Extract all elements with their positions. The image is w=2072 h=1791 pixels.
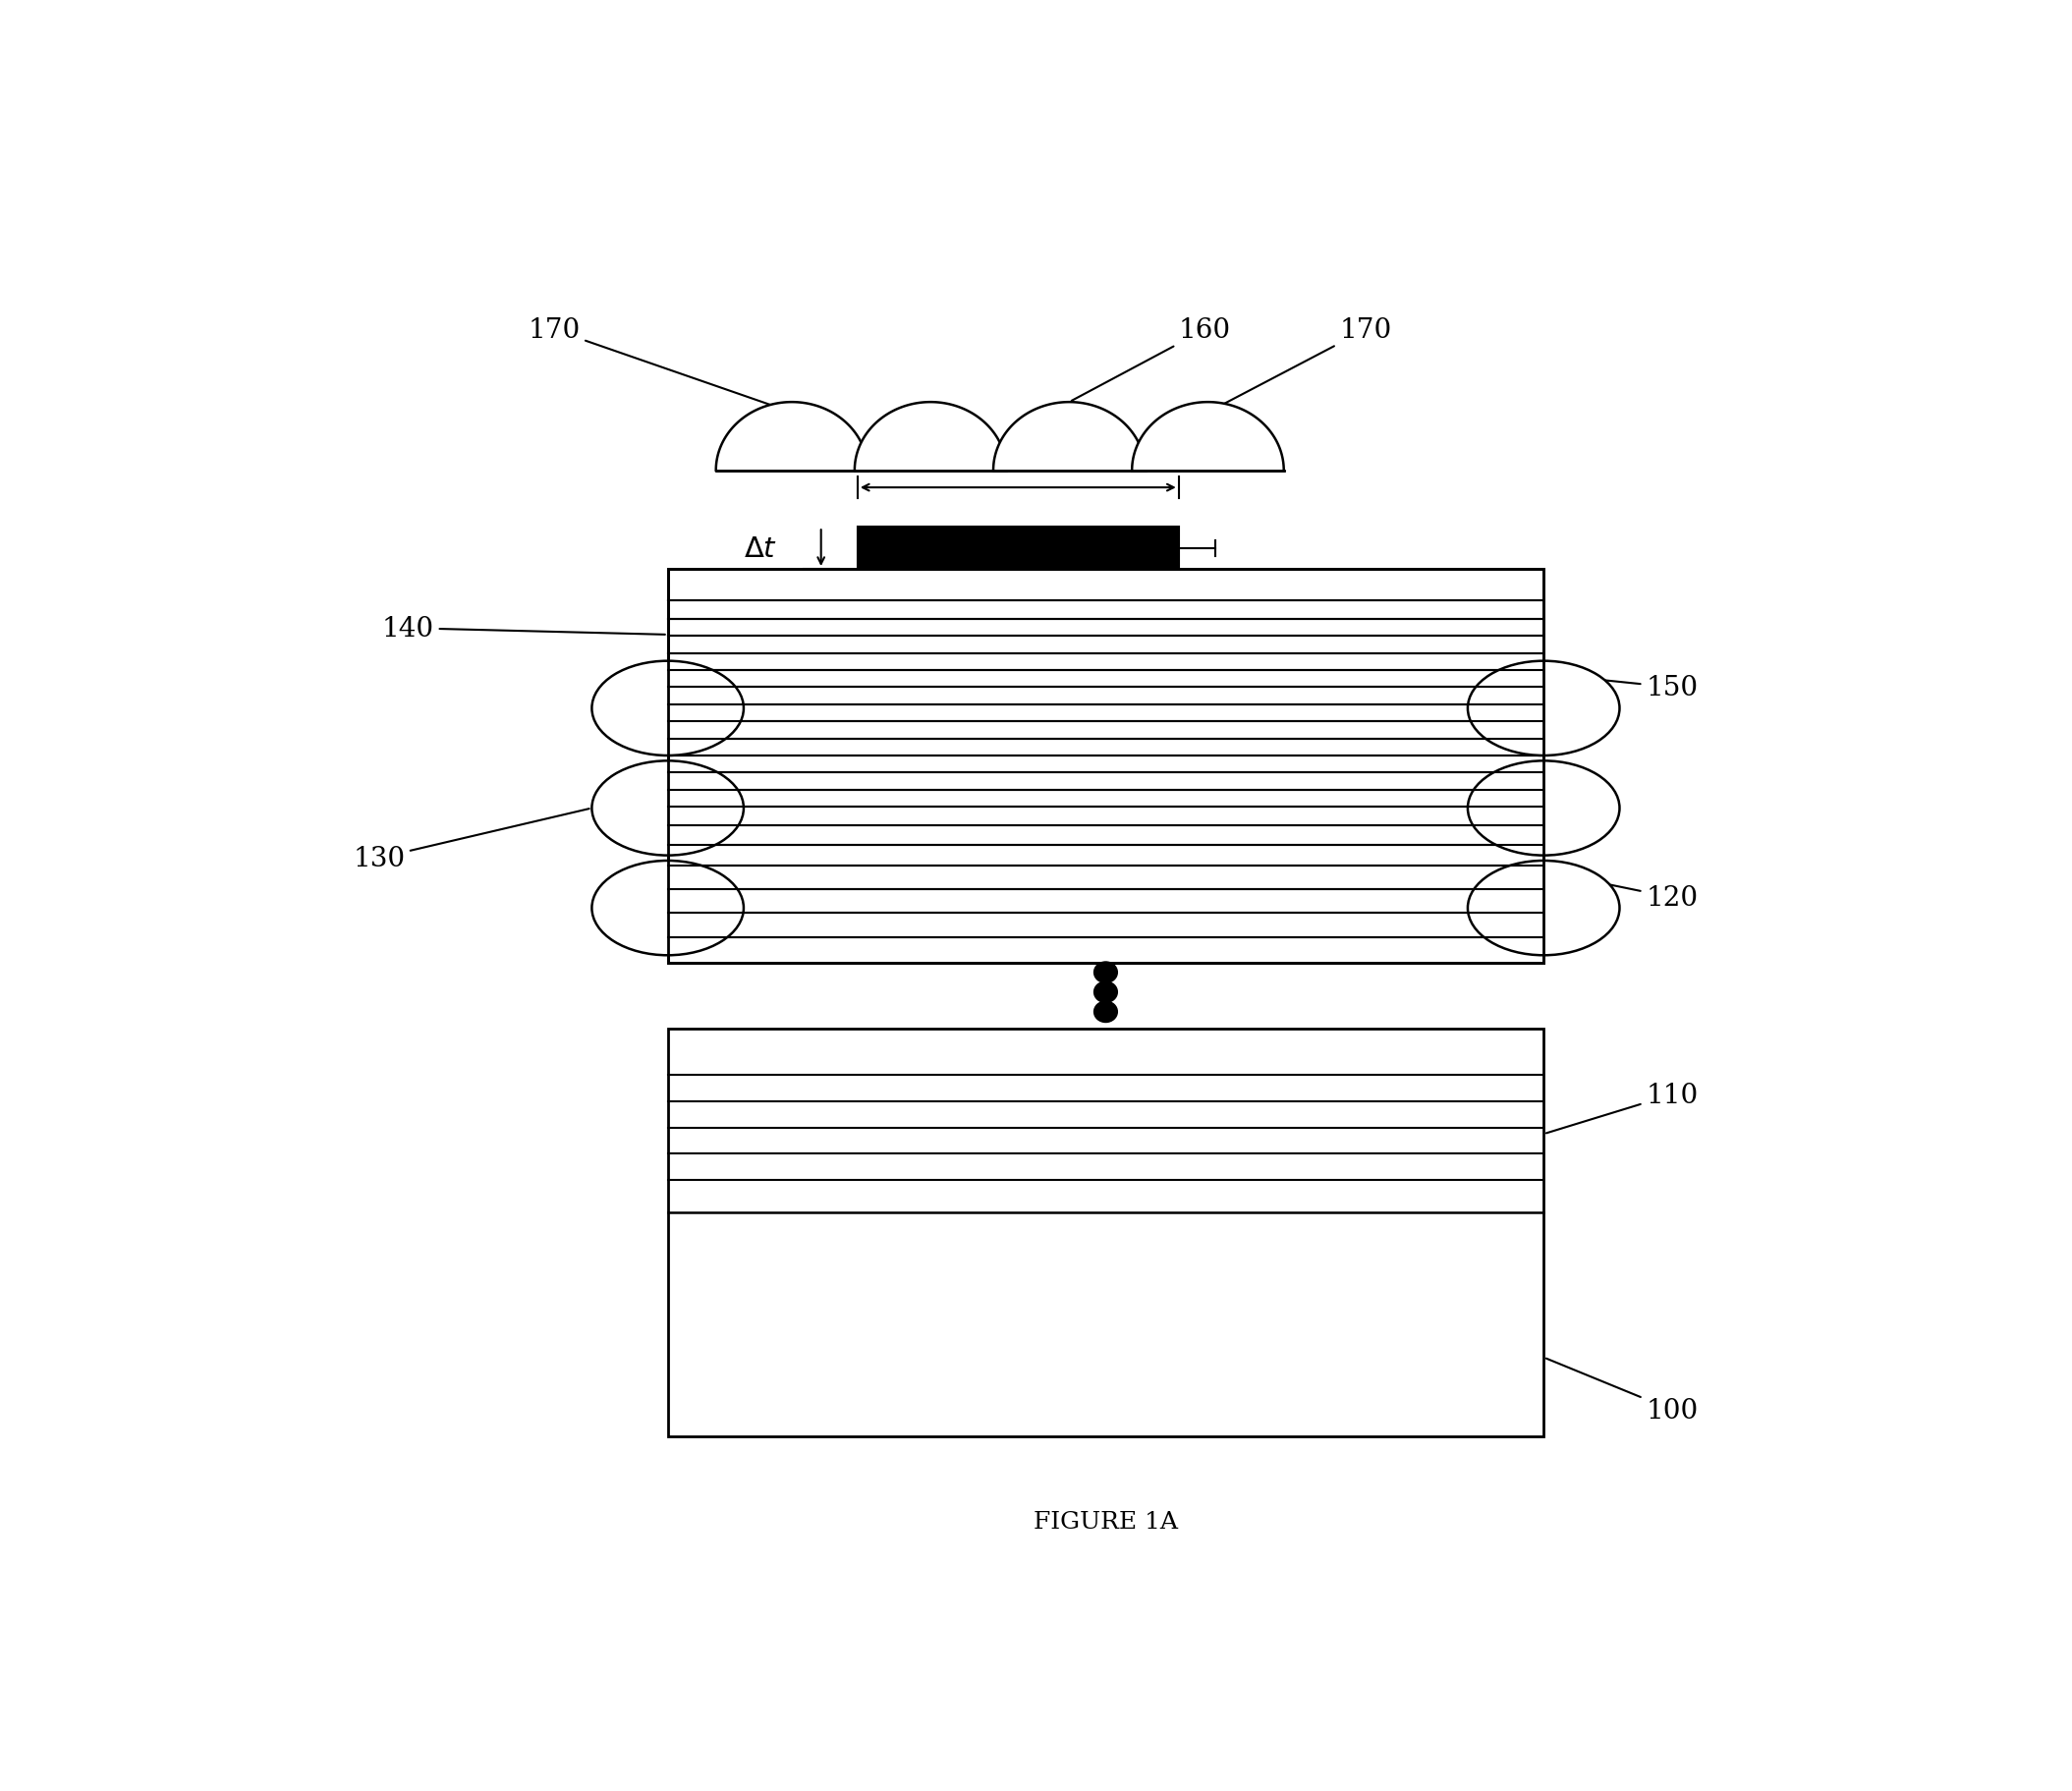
Text: 120: 120 [1546, 872, 1699, 912]
Text: FIGURE 1A: FIGURE 1A [1034, 1510, 1177, 1533]
Polygon shape [858, 528, 1179, 570]
Text: 130: 130 [352, 810, 588, 872]
Text: $2r_0$: $2r_0$ [997, 441, 1040, 469]
Text: 100: 100 [1546, 1359, 1699, 1424]
Polygon shape [992, 403, 1146, 471]
Polygon shape [854, 403, 1007, 471]
Circle shape [1094, 981, 1117, 1003]
Ellipse shape [1467, 661, 1620, 756]
Ellipse shape [593, 661, 744, 756]
Text: 170: 170 [528, 317, 789, 412]
Text: 140: 140 [381, 616, 665, 641]
Text: 150: 150 [1546, 675, 1699, 700]
Circle shape [1094, 1001, 1117, 1023]
Polygon shape [1131, 403, 1285, 471]
Circle shape [1094, 962, 1117, 983]
Ellipse shape [1467, 761, 1620, 856]
Text: 110: 110 [1546, 1082, 1699, 1134]
Text: 170: 170 [1210, 317, 1392, 412]
Polygon shape [717, 403, 868, 471]
Text: 160: 160 [1071, 317, 1231, 401]
Polygon shape [667, 570, 1544, 964]
Ellipse shape [593, 761, 744, 856]
Ellipse shape [1467, 861, 1620, 956]
Text: $\Delta t$: $\Delta t$ [744, 536, 777, 562]
Ellipse shape [593, 861, 744, 956]
